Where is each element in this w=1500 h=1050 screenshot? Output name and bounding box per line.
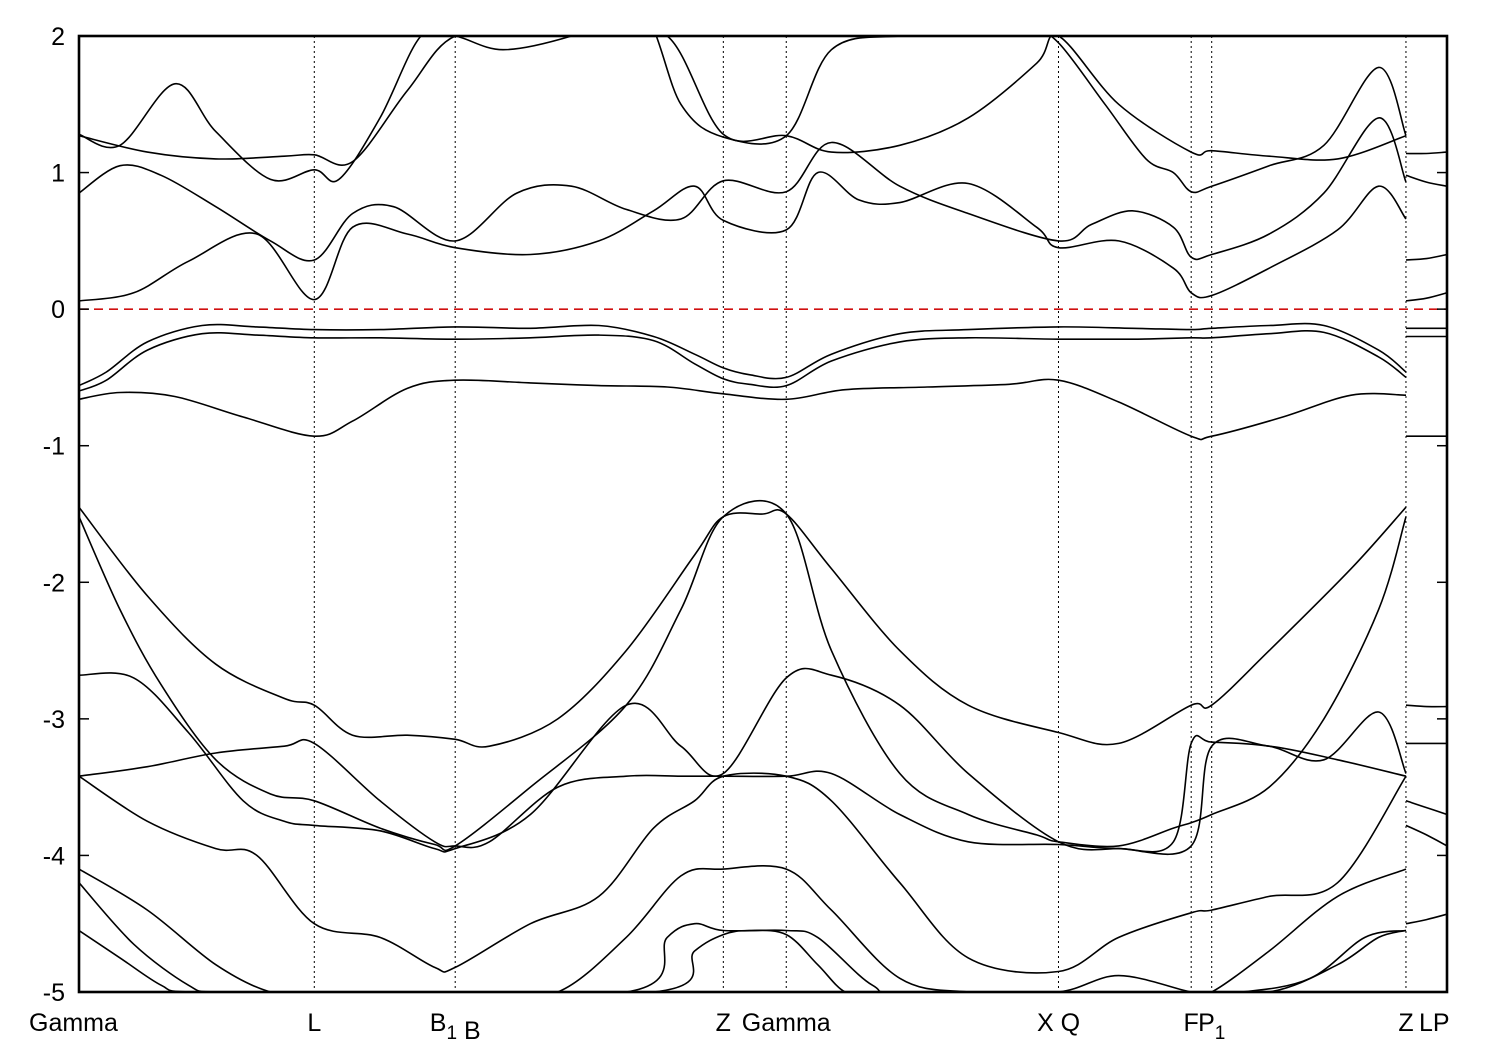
- x-tick-text: Gamma: [742, 1009, 831, 1037]
- x-tick-text: Gamma: [29, 1009, 118, 1037]
- x-tick-label: L: [307, 1009, 321, 1037]
- band-line-3: [79, 322, 1407, 387]
- band-lines: [79, 36, 1447, 992]
- y-tick-label: -4: [43, 842, 65, 870]
- band-line-16: [1405, 292, 1447, 302]
- band-line-9: [79, 499, 1407, 852]
- x-tick-subscript: 1: [1215, 1023, 1226, 1044]
- band-line-19: [1405, 151, 1447, 155]
- x-tick-label: B1 B: [430, 1009, 481, 1045]
- band-line-13: [79, 865, 1407, 992]
- y-axis: 2 1 0 -1 -2 -3 -4 -5: [43, 23, 1447, 1007]
- high-symmetry-lines: [313, 36, 1407, 992]
- y-tick-label: 1: [51, 160, 65, 188]
- x-tick-text: L: [1419, 1009, 1433, 1037]
- y-tick-label: 0: [51, 296, 65, 324]
- x-tick-subscript: 1: [446, 1023, 457, 1044]
- band-line-1: [79, 378, 1407, 441]
- band-line-23: [1405, 704, 1447, 708]
- plot-frame: [77, 34, 1449, 994]
- x-tick-label: X Q: [1037, 1009, 1080, 1037]
- band-line-12: [79, 772, 1407, 974]
- x-axis: Gamma L B1 B Z Gamma X Q F P1 Z LP: [29, 1009, 1450, 1045]
- y-tick-label: -2: [43, 569, 65, 597]
- x-tick-text: P: [1433, 1009, 1450, 1037]
- band-line-5: [79, 117, 1407, 262]
- x-tick-label: Gamma: [742, 1009, 831, 1037]
- y-tick-label: -3: [43, 706, 65, 734]
- band-line-6: [79, 36, 1407, 194]
- band-line-7: [79, 36, 1407, 166]
- band-line-26: [1405, 824, 1447, 847]
- band-line-25: [1405, 800, 1447, 816]
- y-tick-label: 2: [51, 23, 65, 51]
- x-tick-text: F: [1184, 1009, 1199, 1037]
- x-tick-label: Z: [716, 1009, 731, 1037]
- band-line-27: [1405, 913, 1447, 925]
- x-tick-label: P1: [1198, 1009, 1225, 1044]
- band-line-8: [79, 506, 1407, 748]
- x-tick-label: Gamma: [29, 1009, 118, 1037]
- x-tick-text: P: [1198, 1009, 1215, 1037]
- x-tick-text: Q: [1054, 1009, 1080, 1037]
- x-tick-label: F: [1184, 1009, 1199, 1037]
- band-line-11: [79, 737, 1407, 856]
- x-tick-label: Z: [1398, 1009, 1413, 1037]
- x-tick-text: B: [457, 1017, 481, 1045]
- x-tick-text: Z: [1398, 1009, 1413, 1037]
- band-line-2: [79, 330, 1407, 392]
- band-line-15: [79, 929, 1407, 992]
- band-line-17: [1405, 253, 1447, 261]
- band-line-10: [79, 667, 1407, 853]
- x-tick-text: L: [307, 1009, 321, 1037]
- band-line-14: [79, 882, 1407, 992]
- band-line-18: [1405, 174, 1447, 187]
- x-tick-label: LP: [1419, 1009, 1450, 1037]
- x-tick-text: B: [430, 1009, 447, 1037]
- x-tick-text: X: [1037, 1009, 1054, 1037]
- x-tick-text: Z: [716, 1009, 731, 1037]
- band-line-4: [79, 171, 1407, 302]
- y-tick-label: -1: [43, 433, 65, 461]
- y-tick-label: -5: [43, 979, 65, 1007]
